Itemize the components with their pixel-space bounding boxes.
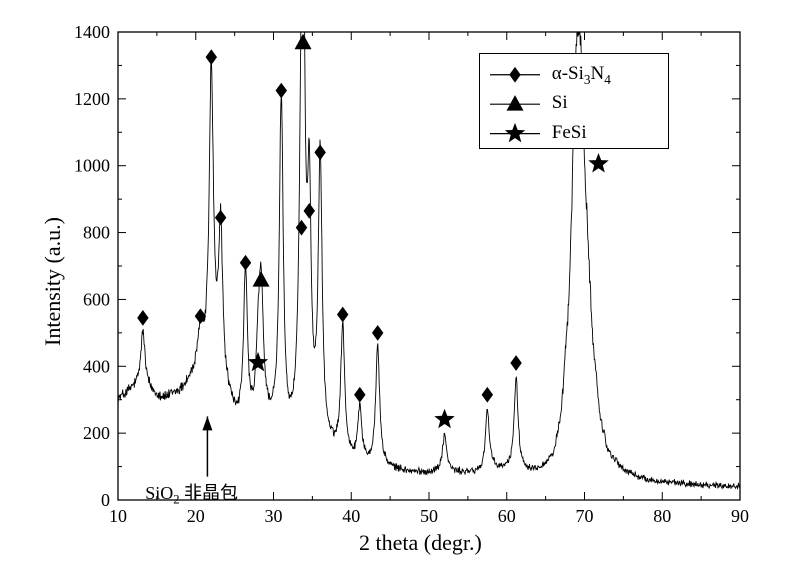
legend-label-triangle: Si <box>552 92 568 114</box>
svg-text:20: 20 <box>187 506 205 526</box>
legend-box: α-Si3N4 Si FeSi <box>479 53 669 149</box>
annot-sio2: SiO2 非晶包 <box>145 483 238 503</box>
svg-text:10: 10 <box>109 506 127 526</box>
svg-text:90: 90 <box>731 506 749 526</box>
svg-text:400: 400 <box>83 356 110 376</box>
svg-text:40: 40 <box>342 506 360 526</box>
legend-label-diamond: α-Si3N4 <box>552 63 611 88</box>
xrd-plot: 10 20 30 40 50 60 70 80 90 0 200 400 600 800 1000 1200 1… <box>0 0 800 588</box>
svg-text:1000: 1000 <box>74 156 110 176</box>
y-axis-label: Intensity (a.u.) <box>40 217 66 346</box>
svg-text:200: 200 <box>83 423 110 443</box>
amorphous-sio2-annotation: SiO2 非晶包 <box>145 479 238 508</box>
svg-text:1200: 1200 <box>74 89 110 109</box>
svg-text:70: 70 <box>576 506 594 526</box>
svg-text:1400: 1400 <box>74 22 110 42</box>
svg-text:30: 30 <box>265 506 283 526</box>
svg-text:600: 600 <box>83 289 110 309</box>
legend-label-star: FeSi <box>552 122 587 144</box>
svg-text:800: 800 <box>83 223 110 243</box>
svg-text:0: 0 <box>101 490 110 510</box>
x-axis-label: 2 theta (degr.) <box>359 530 482 556</box>
svg-text:80: 80 <box>653 506 671 526</box>
svg-text:60: 60 <box>498 506 516 526</box>
svg-text:50: 50 <box>420 506 438 526</box>
